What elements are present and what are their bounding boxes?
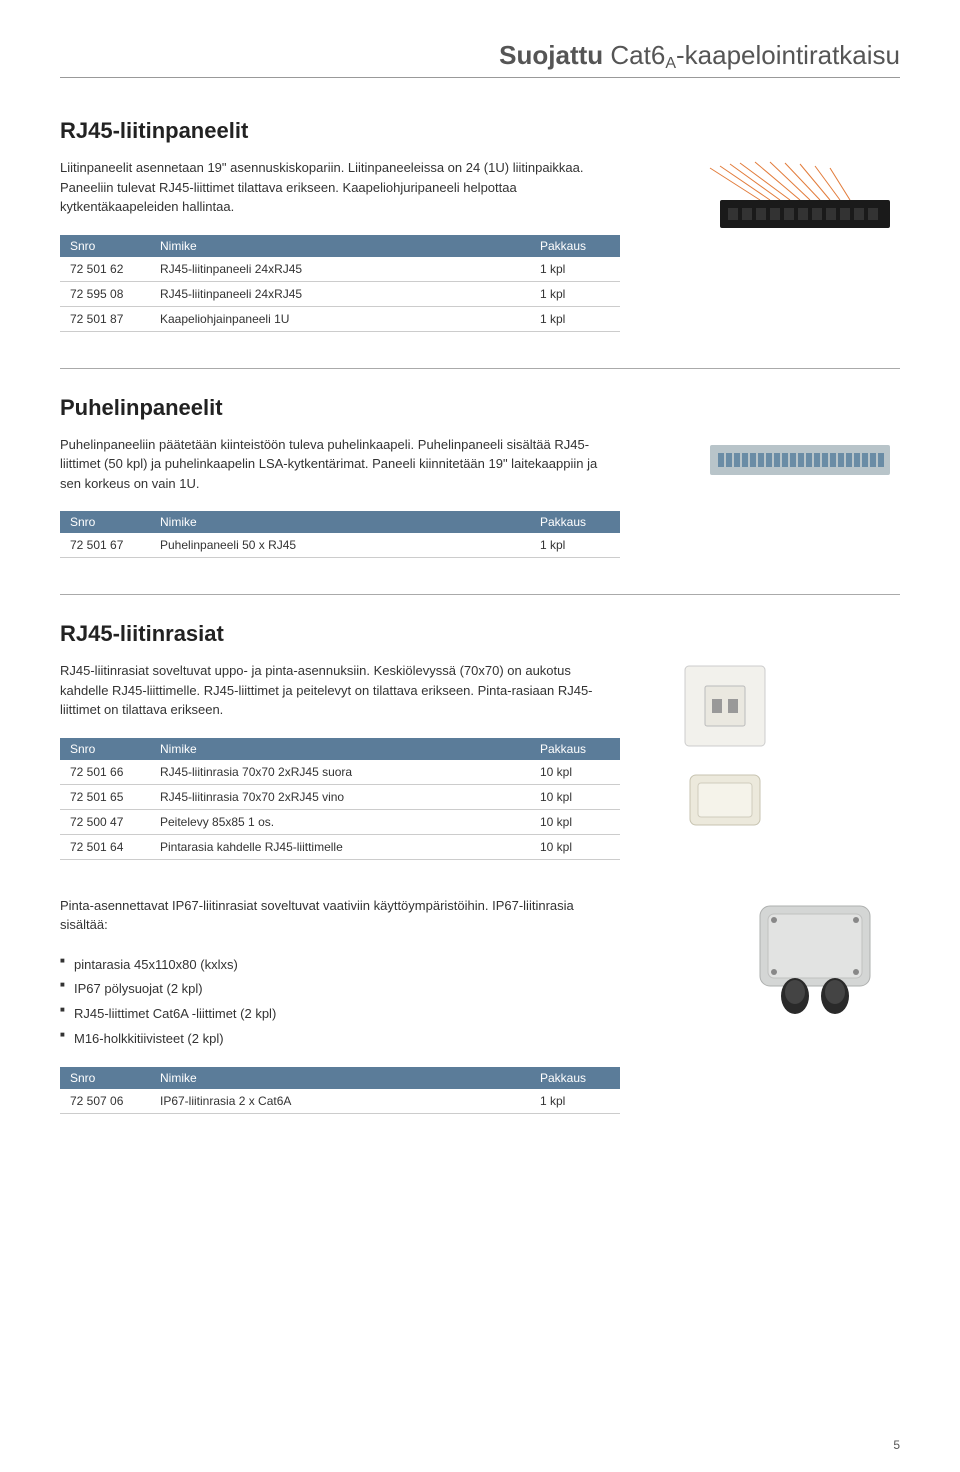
cell-snro: 72 500 47 <box>60 809 150 834</box>
cell-pakkaus: 1 kpl <box>530 306 620 331</box>
table-row: 72 595 08RJ45-liitinpaneeli 24xRJ451 kpl <box>60 281 620 306</box>
title-suffix: -kaapelointiratkaisu <box>676 40 900 70</box>
cell-snro: 72 501 67 <box>60 533 150 558</box>
cell-nimike: RJ45-liitinpaneeli 24xRJ45 <box>150 257 530 282</box>
product-table: Snro Nimike Pakkaus 72 501 66RJ45-liitin… <box>60 738 620 860</box>
cell-snro: 72 501 87 <box>60 306 150 331</box>
patch-panel-image <box>700 158 900 238</box>
th-pakkaus: Pakkaus <box>530 738 620 760</box>
cell-nimike: Peitelevy 85x85 1 os. <box>150 809 530 834</box>
section-heading: Puhelinpaneelit <box>60 395 900 421</box>
wall-outlet-image <box>680 661 770 751</box>
cell-nimike: IP67-liitinrasia 2 x Cat6A <box>150 1089 530 1114</box>
cell-nimike: Pintarasia kahdelle RJ45-liittimelle <box>150 834 530 859</box>
table-row: 72 501 67Puhelinpaneeli 50 x RJ451 kpl <box>60 533 620 558</box>
section-ip67: Pinta-asennettavat IP67-liitinrasiat sov… <box>60 896 900 1115</box>
cell-nimike: RJ45-liitinpaneeli 24xRJ45 <box>150 281 530 306</box>
section-outlets: RJ45-liitinrasiat RJ45-liitinrasiat sove… <box>60 621 900 860</box>
th-snro: Snro <box>60 511 150 533</box>
cell-snro: 72 501 64 <box>60 834 150 859</box>
title-sub: A <box>665 55 676 72</box>
table-row: 72 501 66RJ45-liitinrasia 70x70 2xRJ45 s… <box>60 760 620 785</box>
th-nimike: Nimike <box>150 511 530 533</box>
cell-snro: 72 501 66 <box>60 760 150 785</box>
cell-pakkaus: 1 kpl <box>530 257 620 282</box>
th-nimike: Nimike <box>150 738 530 760</box>
cell-snro: 72 595 08 <box>60 281 150 306</box>
th-snro: Snro <box>60 1067 150 1089</box>
cell-nimike: RJ45-liitinrasia 70x70 2xRJ45 suora <box>150 760 530 785</box>
ip67-box-image <box>740 896 900 1026</box>
table-row: 72 507 06IP67-liitinrasia 2 x Cat6A1 kpl <box>60 1089 620 1114</box>
cell-pakkaus: 10 kpl <box>530 784 620 809</box>
page-title: Suojattu Cat6A-kaapelointiratkaisu <box>60 40 900 78</box>
ip67-intro: Pinta-asennettavat IP67-liitinrasiat sov… <box>60 896 620 935</box>
table-row: 72 501 62RJ45-liitinpaneeli 24xRJ451 kpl <box>60 257 620 282</box>
th-nimike: Nimike <box>150 1067 530 1089</box>
cell-snro: 72 501 65 <box>60 784 150 809</box>
cell-pakkaus: 10 kpl <box>530 760 620 785</box>
page-number: 5 <box>893 1438 900 1452</box>
th-pakkaus: Pakkaus <box>530 1067 620 1089</box>
cell-snro: 72 501 62 <box>60 257 150 282</box>
product-table: Snro Nimike Pakkaus 72 507 06IP67-liitin… <box>60 1067 620 1114</box>
cell-pakkaus: 1 kpl <box>530 533 620 558</box>
cell-nimike: RJ45-liitinrasia 70x70 2xRJ45 vino <box>150 784 530 809</box>
list-item: M16-holkkitiivisteet (2 kpl) <box>60 1027 620 1052</box>
section-heading: RJ45-liitinpaneelit <box>60 118 900 144</box>
table-row: 72 500 47Peitelevy 85x85 1 os.10 kpl <box>60 809 620 834</box>
section-heading: RJ45-liitinrasiat <box>60 621 900 647</box>
cell-nimike: Puhelinpaneeli 50 x RJ45 <box>150 533 530 558</box>
section-phone-panels: Puhelinpaneelit Puhelinpaneeliin päätetä… <box>60 395 900 559</box>
cell-pakkaus: 1 kpl <box>530 281 620 306</box>
th-nimike: Nimike <box>150 235 530 257</box>
divider <box>60 594 900 595</box>
divider <box>60 368 900 369</box>
table-row: 72 501 65RJ45-liitinrasia 70x70 2xRJ45 v… <box>60 784 620 809</box>
cell-nimike: Kaapeliohjainpaneeli 1U <box>150 306 530 331</box>
product-table: Snro Nimike Pakkaus 72 501 67Puhelinpane… <box>60 511 620 558</box>
title-bold: Suojattu <box>499 40 603 70</box>
section-paragraph: RJ45-liitinrasiat soveltuvat uppo- ja pi… <box>60 661 620 720</box>
cell-snro: 72 507 06 <box>60 1089 150 1114</box>
cell-pakkaus: 10 kpl <box>530 809 620 834</box>
product-table: Snro Nimike Pakkaus 72 501 62RJ45-liitin… <box>60 235 620 332</box>
cell-pakkaus: 1 kpl <box>530 1089 620 1114</box>
surface-box-image <box>680 765 770 835</box>
list-item: RJ45-liittimet Cat6A -liittimet (2 kpl) <box>60 1002 620 1027</box>
th-snro: Snro <box>60 235 150 257</box>
th-snro: Snro <box>60 738 150 760</box>
th-pakkaus: Pakkaus <box>530 511 620 533</box>
list-item: pintarasia 45x110x80 (kxlxs) <box>60 953 620 978</box>
table-row: 72 501 64Pintarasia kahdelle RJ45-liitti… <box>60 834 620 859</box>
section-rj45-panels: RJ45-liitinpaneelit Liitinpaneelit asenn… <box>60 118 900 332</box>
cell-pakkaus: 10 kpl <box>530 834 620 859</box>
section-paragraph: Puhelinpaneeliin päätetään kiinteistöön … <box>60 435 620 494</box>
th-pakkaus: Pakkaus <box>530 235 620 257</box>
table-row: 72 501 87Kaapeliohjainpaneeli 1U1 kpl <box>60 306 620 331</box>
title-rest: Cat6 <box>603 40 665 70</box>
phone-panel-image <box>700 435 900 485</box>
section-paragraph: Liitinpaneelit asennetaan 19" asennuskis… <box>60 158 620 217</box>
ip67-bullet-list: pintarasia 45x110x80 (kxlxs) IP67 pölysu… <box>60 953 620 1052</box>
list-item: IP67 pölysuojat (2 kpl) <box>60 977 620 1002</box>
